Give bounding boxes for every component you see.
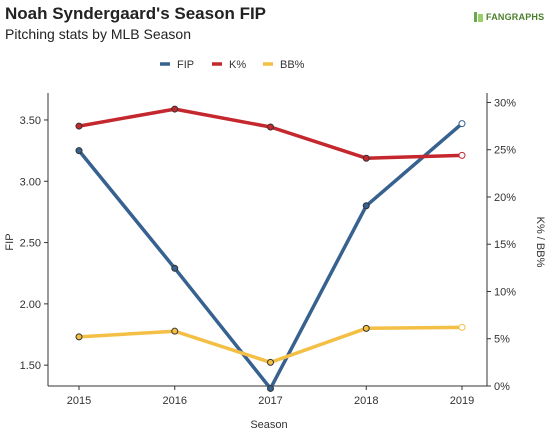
series-points [75,105,466,392]
data-point-fip[interactable] [75,147,83,155]
chart-axes: 1.50 2.00 2.50 3.00 3.50 0% 5% 10% 15% 20% 25% 30% 2… [20,93,516,407]
x-tick-label: 2015 [67,395,91,407]
legend-item-bb[interactable]: BB% [263,59,305,71]
legend-label: K% [229,59,246,71]
y2-tick-label: 20% [494,192,516,204]
chart-subtitle: Pitching stats by MLB Season [5,26,191,42]
data-point-fip[interactable] [458,120,466,128]
data-point-k[interactable] [458,151,466,159]
data-point-fip[interactable] [171,264,179,272]
y-tick-label: 3.50 [20,115,41,127]
legend-item-k[interactable]: K% [212,59,246,71]
y2-axis-label: K% / BB% [534,217,546,268]
legend-label: FIP [177,59,194,71]
y-tick-label: 1.50 [20,360,41,372]
data-point-bb[interactable] [171,327,179,335]
data-point-bb[interactable] [267,358,274,366]
x-tick-label: 2017 [258,395,282,407]
x-tick-label: 2019 [450,395,474,407]
y2-tick-label: 0% [494,381,510,393]
y2-tick-label: 10% [494,286,516,298]
brand-logo: FANGRAPHS [474,10,544,24]
chart-title: Noah Syndergaard's Season FIP [5,4,267,23]
data-point-bb[interactable] [362,324,370,332]
series-line-fip [77,121,464,391]
y-axis-label: FIP [4,233,16,250]
data-point-k[interactable] [171,105,179,113]
data-point-k[interactable] [75,122,83,130]
legend: FIP K% BB% [160,59,305,71]
series-line-bb [77,325,464,365]
y-tick-label: 2.00 [20,299,41,311]
series-lines [77,107,464,391]
y2-tick-label: 5% [494,334,510,346]
x-tick-label: 2018 [354,395,378,407]
series-line-k [77,107,464,160]
y2-tick-label: 15% [494,239,516,251]
data-point-bb[interactable] [458,323,466,331]
brand-name: FANGRAPHS [486,12,545,22]
data-point-fip[interactable] [267,384,274,392]
y2-tick-label: 25% [494,145,516,157]
data-point-k[interactable] [362,154,370,162]
x-tick-label: 2016 [163,395,187,407]
data-point-fip[interactable] [362,202,370,210]
data-point-k[interactable] [267,123,274,131]
x-axis-label: Season [250,419,287,431]
fangraphs-logo-icon [474,11,484,23]
y-tick-label: 3.00 [20,176,41,188]
y2-tick-label: 30% [494,97,516,109]
data-point-bb[interactable] [75,333,83,341]
legend-item-fip[interactable]: FIP [160,59,194,71]
y-tick-label: 2.50 [20,238,41,250]
legend-label: BB% [280,59,305,71]
